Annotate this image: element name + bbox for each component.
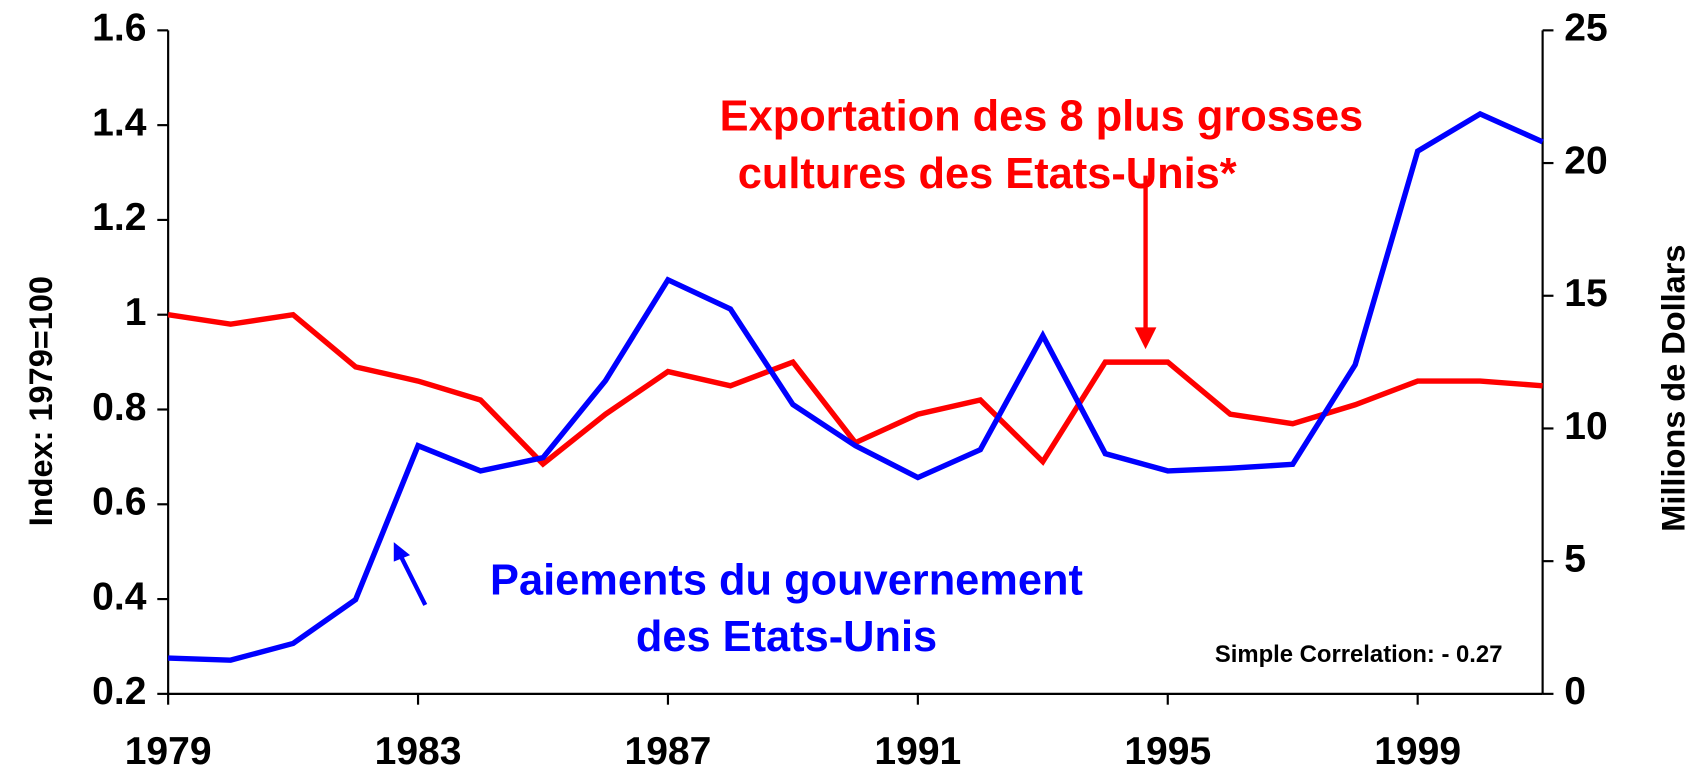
- x-tick-label: 1979: [125, 730, 212, 773]
- line-series: [168, 110, 1544, 663]
- y2-tick-label: 25: [1564, 7, 1607, 50]
- red-arrow: [1134, 175, 1157, 350]
- x-tick-label: 1983: [375, 730, 462, 773]
- y2-tick-label: 10: [1564, 405, 1607, 448]
- series-label: Paiements du gouvernement: [490, 557, 1083, 605]
- y-tick-label: 0.4: [92, 575, 147, 618]
- y2-tick-label: 0: [1564, 670, 1586, 713]
- series-label: Exportation des 8 plus grosses: [720, 93, 1364, 141]
- y2-tick-label: 5: [1564, 537, 1586, 580]
- y-tick-label: 0.8: [92, 386, 146, 429]
- series-label: des Etats-Unis: [636, 613, 937, 661]
- x-tick-label: 1987: [625, 730, 712, 773]
- x-tick-label: 1999: [1374, 730, 1461, 773]
- y-tick-label: 1.6: [92, 7, 146, 50]
- blue-arrow: [393, 542, 428, 606]
- annotation: Simple Correlation: - 0.27: [1215, 641, 1503, 668]
- y-tick-label: 1: [125, 291, 147, 334]
- y-tick-label: 1.4: [92, 101, 147, 144]
- x-tick-label: 1991: [874, 730, 961, 773]
- y-tick-label: 1.2: [92, 196, 146, 239]
- line-series: [167, 311, 1543, 468]
- y2-tick-label: 20: [1564, 139, 1607, 182]
- y2-tick-label: 15: [1564, 272, 1607, 315]
- x-tick-label: 1995: [1124, 730, 1211, 773]
- y-tick-label: 0.6: [92, 481, 146, 524]
- series-label: cultures des Etats-Unis*: [738, 150, 1237, 198]
- y-axis-label: Index: 1979=100: [23, 276, 59, 526]
- y2-axis-label: Millions de Dollars: [1656, 245, 1692, 532]
- y-tick-label: 0.2: [92, 670, 146, 713]
